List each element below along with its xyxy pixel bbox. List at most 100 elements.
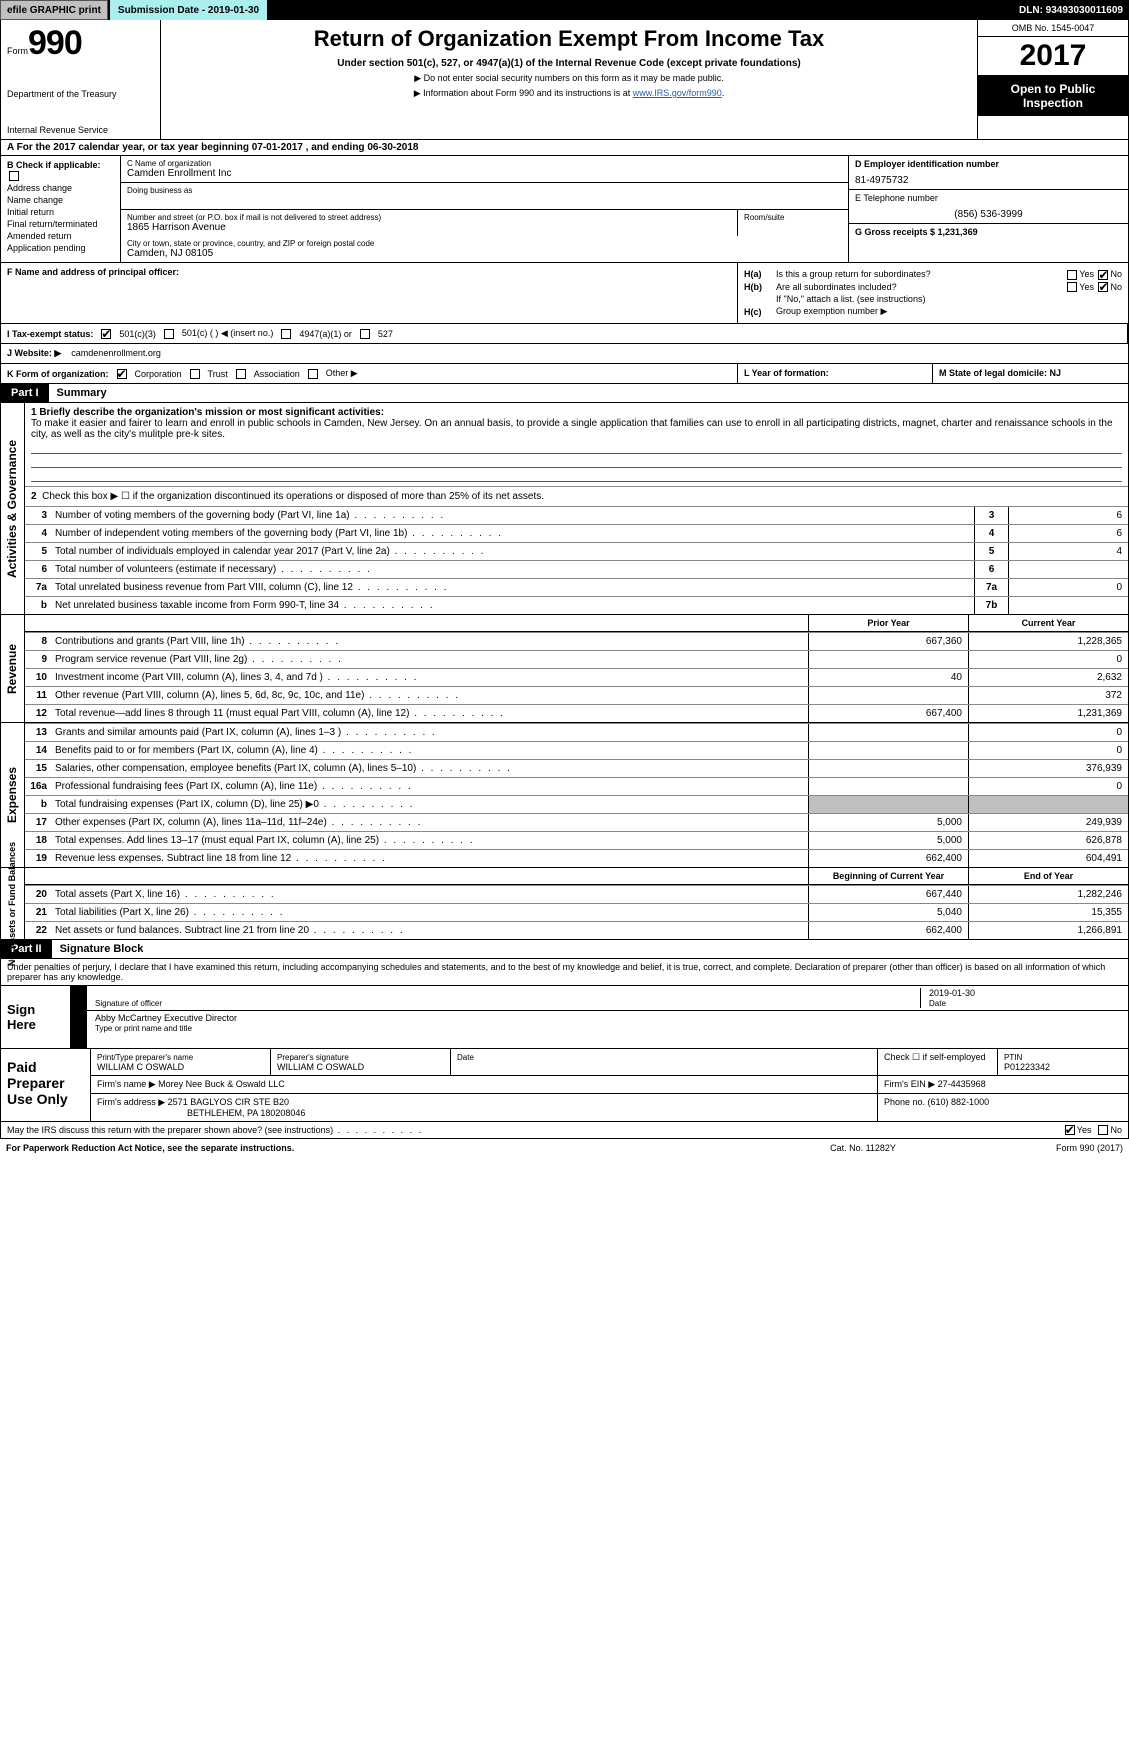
- sig-date-label: Date: [929, 999, 946, 1008]
- hb-label: H(b): [744, 282, 776, 292]
- top-toolbar: efile GRAPHIC print Submission Date - 20…: [0, 0, 1129, 20]
- line2-text: Check this box ▶ ☐ if the organization d…: [42, 491, 544, 502]
- cb-527[interactable]: [360, 329, 370, 339]
- open-public: Open to PublicInspection: [978, 76, 1128, 116]
- prep-date-label: Date: [457, 1053, 474, 1062]
- ein-label: D Employer identification number: [855, 159, 1122, 169]
- irs-link[interactable]: www.IRS.gov/form990: [633, 88, 722, 98]
- addr-label: Number and street (or P.O. box if mail i…: [127, 213, 731, 222]
- dln: DLN: 93493030011609: [1013, 0, 1129, 20]
- cb-501c3[interactable]: [101, 329, 111, 339]
- cb-name-change[interactable]: Name change: [7, 195, 114, 205]
- discuss-no[interactable]: [1098, 1125, 1108, 1135]
- form-number: 990: [28, 24, 82, 62]
- sign-here-label: Sign Here: [1, 986, 71, 1048]
- efile-print-button[interactable]: efile GRAPHIC print: [0, 0, 108, 20]
- current-year-hdr: Current Year: [968, 615, 1128, 631]
- ha-text: Is this a group return for subordinates?: [776, 269, 1065, 279]
- sig-date-value: 2019-01-30: [929, 988, 975, 998]
- dept-irs: Internal Revenue Service: [7, 125, 154, 135]
- ein-value: 81-4975732: [855, 175, 1122, 186]
- cb-amended[interactable]: Amended return: [7, 231, 114, 241]
- row-k-l-m: K Form of organization: Corporation Trus…: [0, 364, 1129, 384]
- perjury-declaration: Under penalties of perjury, I declare th…: [1, 959, 1128, 985]
- cb-other[interactable]: [308, 369, 318, 379]
- form-org-label: K Form of organization:: [7, 369, 109, 379]
- sig-officer-label: Signature of officer: [95, 999, 162, 1008]
- prior-year-hdr: Prior Year: [808, 615, 968, 631]
- phone-label: E Telephone number: [855, 193, 1122, 203]
- cb-final-return[interactable]: Final return/terminated: [7, 219, 114, 229]
- discuss-yes[interactable]: [1065, 1125, 1075, 1135]
- signature-block: Under penalties of perjury, I declare th…: [0, 959, 1129, 1049]
- self-employed: Check ☐ if self-employed: [884, 1052, 986, 1062]
- checkbox-applicable[interactable]: [9, 171, 19, 181]
- hb-note: If "No," attach a list. (see instruction…: [744, 294, 1122, 304]
- hb-yes[interactable]: [1067, 282, 1077, 292]
- cb-4947[interactable]: [281, 329, 291, 339]
- beg-year-hdr: Beginning of Current Year: [808, 868, 968, 884]
- street-address: 1865 Harrison Avenue: [127, 222, 731, 233]
- omb-number: OMB No. 1545-0047: [978, 20, 1128, 37]
- part-2-header: Part IISignature Block: [0, 940, 1129, 959]
- dba-label: Doing business as: [127, 186, 842, 195]
- principal-officer-label: F Name and address of principal officer:: [7, 267, 179, 277]
- hc-text: Group exemption number ▶: [776, 306, 1122, 317]
- cb-assoc[interactable]: [236, 369, 246, 379]
- ptin-value: P01223342: [1004, 1062, 1050, 1072]
- row-j: J Website: ▶ camdenenrollment.org: [0, 344, 1129, 364]
- dept-treasury: Department of the Treasury: [7, 89, 154, 99]
- room-label: Room/suite: [744, 213, 842, 222]
- info-note: ▶ Information about Form 990 and its ins…: [169, 88, 969, 99]
- cb-trust[interactable]: [190, 369, 200, 379]
- org-name-label: C Name of organization: [127, 159, 842, 168]
- footer: For Paperwork Reduction Act Notice, see …: [0, 1139, 1129, 1157]
- firm-addr2: BETHLEHEM, PA 180208046: [97, 1108, 305, 1118]
- officer-name-label: Type or print name and title: [95, 1024, 192, 1033]
- cb-corp[interactable]: [117, 369, 127, 379]
- ha-label: H(a): [744, 269, 776, 279]
- firm-ein: Firm's EIN ▶ 27-4435968: [878, 1076, 1128, 1093]
- part-1-header: Part ISummary: [0, 384, 1129, 403]
- block-b-through-g: B Check if applicable: Address change Na…: [0, 156, 1129, 263]
- hb-text: Are all subordinates included?: [776, 282, 1065, 292]
- row-a-tax-year: A For the 2017 calendar year, or tax yea…: [0, 140, 1129, 156]
- submission-date: Submission Date - 2019-01-30: [110, 0, 267, 20]
- state-domicile: M State of legal domicile: NJ: [939, 368, 1061, 378]
- city-label: City or town, state or province, country…: [127, 239, 842, 248]
- row-f-h: F Name and address of principal officer:…: [0, 263, 1129, 324]
- firm-phone: Phone no. (610) 882-1000: [878, 1094, 1128, 1121]
- line1-label: 1 Briefly describe the organization's mi…: [31, 407, 1122, 418]
- tax-year: 2017: [978, 37, 1128, 76]
- year-formation: L Year of formation:: [744, 368, 829, 378]
- org-name: Camden Enrollment Inc: [127, 168, 842, 179]
- ssn-note: ▶ Do not enter social security numbers o…: [169, 73, 969, 84]
- vstrip-revenue: Revenue: [6, 644, 20, 694]
- preparer-name: WILLIAM C OSWALD: [97, 1062, 184, 1072]
- paid-preparer-block: Paid Preparer Use Only Print/Type prepar…: [0, 1049, 1129, 1122]
- ha-no[interactable]: [1098, 270, 1108, 280]
- cb-pending[interactable]: Application pending: [7, 243, 114, 253]
- mission-text: To make it easier and fairer to learn an…: [31, 418, 1122, 440]
- gross-receipts: G Gross receipts $ 1,231,369: [855, 227, 1122, 237]
- city-state-zip: Camden, NJ 08105: [127, 248, 842, 259]
- sign-arrow-icon: [71, 986, 87, 1048]
- preparer-sig: WILLIAM C OSWALD: [277, 1062, 364, 1072]
- cb-address-change[interactable]: Address change: [7, 183, 114, 193]
- firm-name: Morey Nee Buck & Oswald LLC: [158, 1079, 285, 1089]
- hb-no[interactable]: [1098, 282, 1108, 292]
- row-i: I Tax-exempt status: 501(c)(3) 501(c) ( …: [0, 324, 1129, 344]
- phone-value: (856) 536-3999: [855, 209, 1122, 220]
- end-year-hdr: End of Year: [968, 868, 1128, 884]
- paid-preparer-label: Paid Preparer Use Only: [1, 1049, 91, 1121]
- vstrip-net: Net Assets or Fund Balances: [8, 842, 18, 966]
- firm-addr1: 2571 BAGLYOS CIR STE B20: [168, 1097, 289, 1107]
- officer-name: Abby McCartney Executive Director: [95, 1013, 237, 1023]
- form-title: Return of Organization Exempt From Incom…: [169, 26, 969, 52]
- discuss-row: May the IRS discuss this return with the…: [0, 1122, 1129, 1139]
- ha-yes[interactable]: [1067, 270, 1077, 280]
- tax-exempt-label: I Tax-exempt status:: [7, 329, 93, 339]
- form-header: Form990 Department of the Treasury Inter…: [0, 20, 1129, 140]
- cb-initial-return[interactable]: Initial return: [7, 207, 114, 217]
- cb-501c[interactable]: [164, 329, 174, 339]
